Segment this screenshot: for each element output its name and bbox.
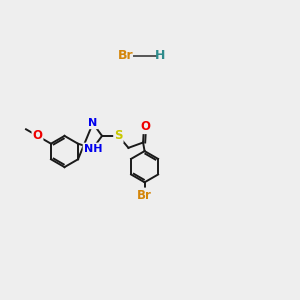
Text: N: N [88, 118, 98, 128]
Text: O: O [140, 120, 150, 133]
Text: S: S [114, 129, 123, 142]
Text: O: O [32, 129, 43, 142]
Text: H: H [155, 49, 166, 62]
Text: NH: NH [84, 143, 102, 154]
Text: Br: Br [118, 49, 134, 62]
Text: Br: Br [137, 188, 152, 202]
